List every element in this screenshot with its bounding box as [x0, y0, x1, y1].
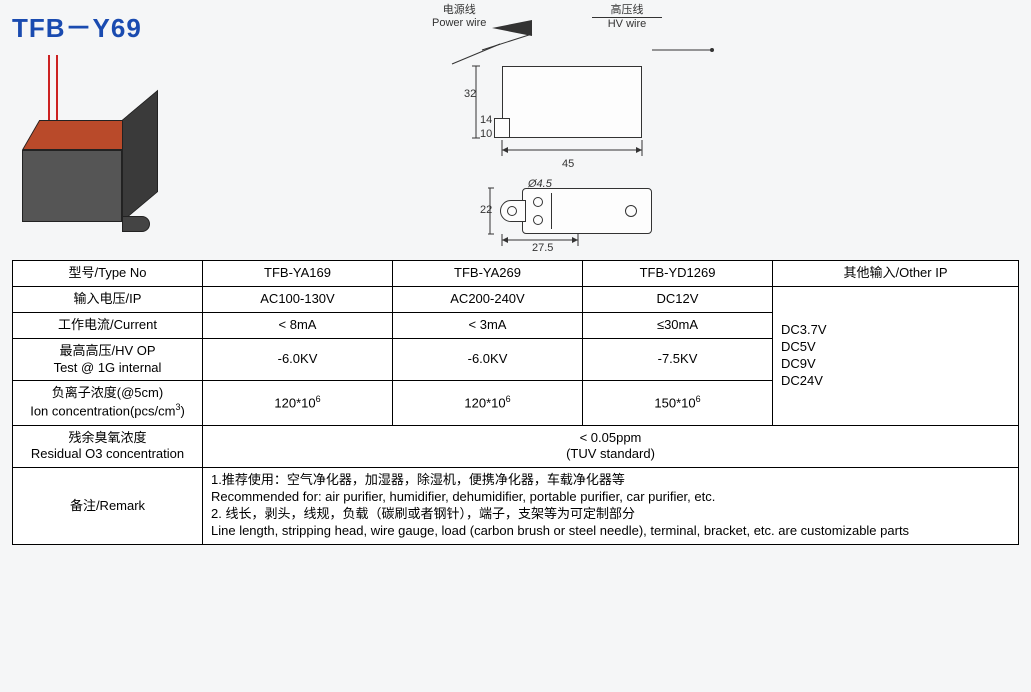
model-2: TFB-YA269: [393, 261, 583, 287]
ion-1: 120*106: [203, 381, 393, 425]
header-o3: 残余臭氧浓度 Residual O3 concentration: [13, 425, 203, 468]
wires-graphic: [48, 55, 88, 125]
current-1: < 8mA: [203, 312, 393, 338]
dim-lines-side: [472, 58, 672, 178]
other-ip-list: DC3.7V DC5V DC9V DC24V: [773, 286, 1019, 425]
hv-wire-label-cn: 高压线: [592, 4, 662, 17]
header-ip: 输入电压/IP: [13, 286, 203, 312]
model-3: TFB-YD1269: [583, 261, 773, 287]
other-ip-v3: DC9V: [781, 356, 1010, 373]
product-image: [12, 55, 172, 245]
ip-3: DC12V: [583, 286, 773, 312]
remark-l4: Line length, stripping head, wire gauge,…: [211, 523, 1010, 540]
table-row: 残余臭氧浓度 Residual O3 concentration < 0.05p…: [13, 425, 1019, 468]
hvop-3: -7.5KV: [583, 338, 773, 381]
hvop-2: -6.0KV: [393, 338, 583, 381]
table-row: 型号/Type No TFB-YA169 TFB-YA269 TFB-YD126…: [13, 261, 1019, 287]
current-3: ≤30mA: [583, 312, 773, 338]
dim-lines-top: [488, 184, 688, 264]
top-section: TFB－Y69 电源线 Power wire 高压线 HV wire: [12, 8, 1019, 248]
ip-1: AC100-130V: [203, 286, 393, 312]
other-ip-v2: DC5V: [781, 339, 1010, 356]
other-ip-v1: DC3.7V: [781, 322, 1010, 339]
header-current: 工作电流/Current: [13, 312, 203, 338]
spec-table: 型号/Type No TFB-YA169 TFB-YA269 TFB-YD126…: [12, 260, 1019, 545]
current-2: < 3mA: [393, 312, 583, 338]
header-hvop: 最高高压/HV OP Test @ 1G internal: [13, 338, 203, 381]
header-other-ip: 其他输入/Other IP: [773, 261, 1019, 287]
remark-l1: 1.推荐使用：空气净化器，加湿器，除湿机，便携净化器，车载净化器等: [211, 472, 1010, 489]
model-1: TFB-YA169: [203, 261, 393, 287]
dimension-diagram: 电源线 Power wire 高压线 HV wire 32 14 10 45: [232, 8, 1019, 248]
ion-3: 150*106: [583, 381, 773, 425]
header-type-no: 型号/Type No: [13, 261, 203, 287]
title-block: TFB－Y69: [12, 8, 192, 245]
ion-2: 120*106: [393, 381, 583, 425]
power-wire-label-cn: 电源线: [432, 4, 486, 17]
remark-l3: 2. 线长，剥头，线规，负载（碳刷或者钢针），端子，支架等为可定制部分: [211, 506, 1010, 523]
header-ion: 负离子浓度(@5cm) Ion concentration(pcs/cm3): [13, 381, 203, 425]
hvop-1: -6.0KV: [203, 338, 393, 381]
o3-value: < 0.05ppm (TUV standard): [203, 425, 1019, 468]
remark-cell: 1.推荐使用：空气净化器，加湿器，除湿机，便携净化器，车载净化器等 Recomm…: [203, 468, 1019, 545]
box-3d: [22, 120, 152, 230]
product-title: TFB－Y69: [12, 8, 192, 45]
table-row: 备注/Remark 1.推荐使用：空气净化器，加湿器，除湿机，便携净化器，车载净…: [13, 468, 1019, 545]
ip-2: AC200-240V: [393, 286, 583, 312]
header-remark: 备注/Remark: [13, 468, 203, 545]
remark-l2: Recommended for: air purifier, humidifie…: [211, 489, 1010, 506]
table-row: 输入电压/IP AC100-130V AC200-240V DC12V DC3.…: [13, 286, 1019, 312]
other-ip-v4: DC24V: [781, 373, 1010, 390]
